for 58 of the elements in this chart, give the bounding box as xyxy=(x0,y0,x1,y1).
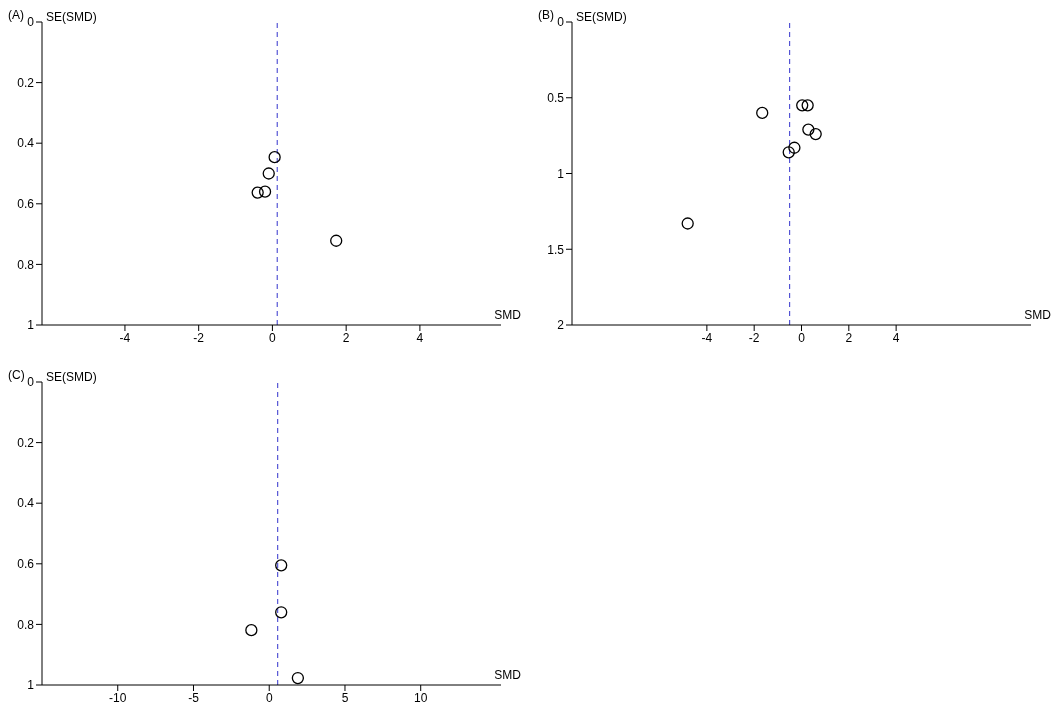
y-tick-label: 0.6 xyxy=(17,557,35,572)
y-tick-label: 0 xyxy=(27,375,35,390)
x-tick-label: 0 xyxy=(798,330,806,345)
point xyxy=(782,146,795,159)
y-tick-label: 0.6 xyxy=(17,197,35,212)
point xyxy=(796,99,809,112)
point xyxy=(802,123,815,136)
x-tick-label: 0 xyxy=(265,690,273,705)
x-axis-title: SMD xyxy=(1024,308,1051,322)
x-tick-label: 5 xyxy=(341,690,349,705)
x-tick-label: 4 xyxy=(892,330,900,345)
point xyxy=(788,141,801,154)
x-tick-label: 0 xyxy=(269,330,277,345)
y-tick-label: 0.4 xyxy=(17,496,35,511)
x-axis-title: SMD xyxy=(494,308,521,322)
point xyxy=(258,185,272,198)
point xyxy=(245,624,258,637)
y-tick-label: 1 xyxy=(27,678,35,693)
y-tick-label: 1 xyxy=(557,166,565,181)
y-tick-label: 0.4 xyxy=(17,136,35,151)
point xyxy=(291,671,305,685)
x-tick-label: -5 xyxy=(188,690,200,705)
point xyxy=(262,167,275,180)
chart-title: (B) xyxy=(538,8,554,22)
x-tick-label: -10 xyxy=(109,690,127,705)
x-tick-label: 2 xyxy=(845,330,853,345)
chart-title: (C) xyxy=(8,368,25,382)
x-tick-label: 2 xyxy=(342,330,350,345)
x-axis-title: SMD xyxy=(494,668,521,682)
chart-title: (A) xyxy=(8,8,24,22)
point xyxy=(251,186,264,199)
point xyxy=(275,559,288,572)
point xyxy=(268,150,281,164)
y-tick-label: 0 xyxy=(27,15,35,30)
point xyxy=(801,99,814,112)
y-axis-title: SE(SMD) xyxy=(576,10,627,24)
y-tick-label: 0.8 xyxy=(17,257,35,272)
point xyxy=(330,234,343,247)
x-tick-label: 10 xyxy=(414,690,428,705)
y-axis-title: SE(SMD) xyxy=(46,10,97,24)
point xyxy=(681,217,694,230)
y-tick-label: 0 xyxy=(557,15,565,30)
y-tick-label: 1 xyxy=(27,318,35,333)
y-tick-label: 0.5 xyxy=(547,91,565,106)
x-tick-label: -4 xyxy=(119,330,131,345)
point xyxy=(275,606,288,619)
x-tick-label: -2 xyxy=(193,330,205,345)
y-axis-title: SE(SMD) xyxy=(46,370,97,384)
y-tick-label: 0.2 xyxy=(17,75,35,90)
y-tick-label: 1.5 xyxy=(547,242,565,257)
point xyxy=(756,106,769,120)
y-tick-label: 2 xyxy=(557,318,565,333)
y-tick-label: 0.8 xyxy=(17,617,35,632)
y-tick-label: 0.2 xyxy=(17,435,35,450)
x-tick-label: -4 xyxy=(701,330,713,345)
point xyxy=(809,127,822,141)
x-tick-label: 4 xyxy=(416,330,424,345)
x-tick-label: -2 xyxy=(748,330,760,345)
